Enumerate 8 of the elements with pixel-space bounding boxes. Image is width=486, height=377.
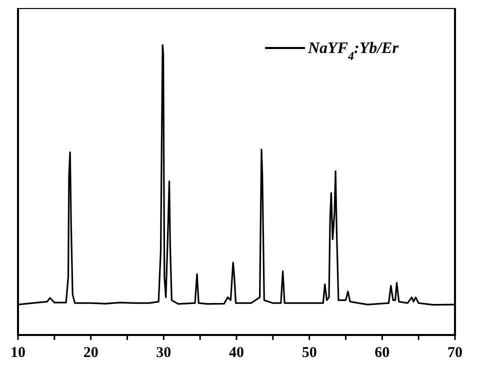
x-tick-label: 60	[374, 345, 390, 361]
x-tick-label: 50	[302, 345, 317, 361]
x-tick-label: 10	[10, 345, 26, 361]
legend-label: NaYF$_{4}$:Yb/Er	[307, 40, 400, 63]
x-tick-label: 20	[83, 345, 98, 361]
x-tick-label: 40	[229, 345, 244, 361]
x-tick-label: 30	[156, 345, 172, 361]
x-tick-label: 70	[448, 345, 462, 361]
